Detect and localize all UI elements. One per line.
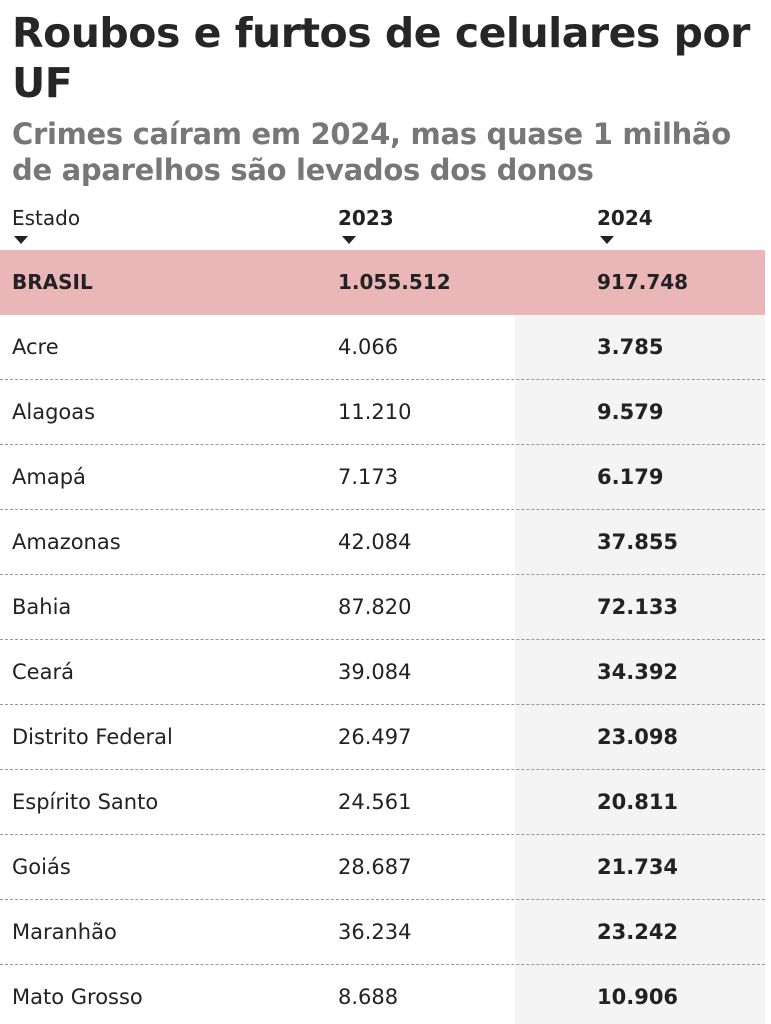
table-cell: 917.748 [597,270,689,294]
table-cell: 42.084 [338,530,412,554]
table-cell: Amapá [12,465,86,489]
table-cell: 36.234 [338,920,412,944]
table-cell: Acre [12,335,59,359]
table-cell: 28.687 [338,855,412,879]
table-row: Distrito Federal 26.497 23.098 [0,705,765,770]
subtitle: Crimes caíram em 2024, mas quase 1 milhã… [12,117,731,187]
table-cell: 21.734 [597,855,679,879]
table-row: Alagoas 11.210 9.579 [0,380,765,445]
table-cell: Mato Grosso [12,985,143,1009]
table-cell: Alagoas [12,400,96,424]
table-cell: 10.906 [597,985,679,1009]
table-cell: 37.855 [597,530,679,554]
table-cell: 24.561 [338,790,412,814]
table-row: Bahia 87.820 72.133 [0,575,765,640]
table-cell: 26.497 [338,725,412,749]
table-cell: 87.820 [338,595,412,619]
table-cell: 7.173 [338,465,399,489]
table-cell: 23.242 [597,920,679,944]
sort-arrow[interactable] [14,236,28,244]
table-cell: 39.084 [338,660,412,684]
table-cell: Espírito Santo [12,790,159,814]
table-cell: Amazonas [12,530,121,554]
table-row: Acre 4.066 3.785 [0,315,765,380]
table-row: Ceará 39.084 34.392 [0,640,765,705]
table-row: Maranhão 36.234 23.242 [0,900,765,965]
table-cell: 6.179 [597,465,664,489]
table-row: Espírito Santo 24.561 20.811 [0,770,765,835]
column-header[interactable]: 2023 [338,206,394,230]
table-cell: 23.098 [597,725,679,749]
table-cell: BRASIL [12,270,93,294]
table-cell: 20.811 [597,790,679,814]
column-header[interactable]: 2024 [597,206,653,230]
table-cell: Ceará [12,660,74,684]
table-cell: Maranhão [12,920,117,944]
column-header[interactable]: Estado [12,206,81,230]
table-cell: 4.066 [338,335,399,359]
sort-arrow[interactable] [342,236,356,244]
sort-arrow[interactable] [600,236,614,244]
table-cell: 11.210 [338,400,412,424]
total-row: BRASIL 1.055.512 917.748 [0,250,765,315]
table-cell: Goiás [12,855,71,879]
table-cell: 8.688 [338,985,399,1009]
column-shade [515,315,765,1024]
table-row: Amazonas 42.084 37.855 [0,510,765,575]
title: Roubos e furtos de celulares por UF [12,9,750,107]
table-cell: 72.133 [597,595,679,619]
table-cell: 34.392 [597,660,679,684]
table-cell: Distrito Federal [12,725,173,749]
table-cell: 1.055.512 [338,270,451,294]
table-cell: 3.785 [597,335,664,359]
table-row: Amapá 7.173 6.179 [0,445,765,510]
table-cell: Bahia [12,595,72,619]
table-row: Goiás 28.687 21.734 [0,835,765,900]
table-row: Mato Grosso 8.688 10.906 [0,965,765,1024]
table-cell: 9.579 [597,400,664,424]
